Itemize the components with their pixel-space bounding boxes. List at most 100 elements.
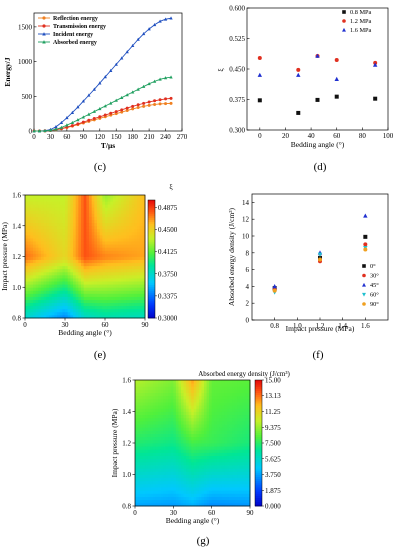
heatmap-cell (110, 311, 114, 316)
heatmap-cell (67, 268, 71, 273)
heatmap-cell (51, 195, 55, 199)
heatmap-cell (59, 278, 63, 282)
heatmap-cell (209, 502, 213, 507)
heatmap-cell (59, 228, 63, 233)
heatmap-cell (239, 496, 243, 501)
heatmap-cell (49, 234, 53, 239)
heatmap-cell (113, 241, 117, 245)
series-point-3 (32, 129, 36, 133)
heatmap-cell (81, 244, 85, 248)
heatmap-cell (118, 219, 122, 224)
heatmap-cell (219, 383, 223, 387)
heatmap-cell (209, 455, 213, 460)
heatmap-cell (142, 386, 146, 390)
heatmap-cell (150, 383, 154, 387)
heatmap-cell (196, 449, 200, 453)
heatmap-cell (43, 207, 47, 211)
heatmap-cell (139, 281, 143, 285)
heatmap-cell (234, 458, 238, 463)
heatmap-cell (134, 213, 138, 217)
heatmap-cell (134, 225, 138, 230)
heatmap-cell (43, 204, 47, 208)
heatmap-cell (81, 234, 85, 239)
heatmap-cell (214, 439, 218, 444)
series-point-2 (158, 19, 162, 23)
heatmap-cell (142, 314, 146, 319)
heatmap-cell (135, 443, 138, 447)
heatmap-cell (165, 433, 169, 438)
heatmap-cell (142, 449, 146, 453)
heatmap-cell (113, 256, 117, 260)
heatmap-cell (113, 201, 117, 205)
heatmap-cell (170, 480, 174, 485)
heatmap-cell (214, 402, 218, 406)
heatmap-cell (175, 480, 179, 485)
heatmap-cell (145, 449, 149, 453)
heatmap-cell (234, 496, 238, 501)
y-axis-label: Absorbed energy density (J/cm³) (227, 207, 236, 306)
heatmap-cell (139, 262, 143, 267)
heatmap-cell (126, 198, 130, 202)
series-point-2 (120, 56, 124, 60)
heatmap-cell (49, 311, 53, 316)
heatmap-cell (102, 247, 106, 251)
series-point-3 (147, 82, 151, 86)
heatmap-cell (206, 468, 210, 472)
heatmap-cell (244, 414, 248, 419)
heatmap-cell (196, 477, 200, 482)
heatmap-cell (142, 238, 146, 242)
heatmap-cell (181, 493, 184, 497)
heatmap-cell (118, 287, 122, 291)
heatmap-cell (137, 210, 141, 214)
colorbar-segment (255, 453, 262, 456)
heatmap-cell (62, 204, 66, 208)
heatmap-cell (30, 216, 34, 220)
heatmap-cell (105, 253, 109, 257)
heatmap-cell (170, 411, 174, 416)
series-line-1 (34, 97, 172, 132)
series-point-3 (98, 106, 102, 111)
heatmap-cell (173, 474, 177, 479)
heatmap-cell (163, 398, 167, 403)
heatmap-cell (242, 474, 246, 479)
heatmap-cell (165, 499, 169, 504)
heatmap-cell (181, 474, 184, 479)
heatmap-cell (209, 465, 213, 469)
heatmap-cell (131, 308, 135, 313)
heatmap-cell (94, 268, 98, 273)
heatmap-cell (239, 458, 243, 463)
heatmap-cell (173, 487, 177, 491)
heatmap-cell (139, 259, 143, 264)
heatmap-cell (35, 222, 39, 227)
heatmap-cell (165, 474, 169, 479)
heatmap-cell (137, 493, 141, 497)
heatmap-cell (211, 465, 215, 469)
heatmap-cell (99, 201, 103, 205)
heatmap-cell (209, 496, 213, 501)
heatmap-cell (97, 225, 101, 230)
heatmap-cell (198, 483, 202, 488)
heatmap-cell (49, 290, 53, 294)
heatmap-cell (67, 228, 71, 233)
heatmap-cell (41, 207, 45, 211)
heatmap-cell (131, 268, 135, 273)
heatmap-cell (227, 386, 230, 390)
heatmap-cell (170, 392, 174, 397)
heatmap-cell (105, 308, 109, 313)
heatmap-cell (232, 502, 236, 507)
heatmap-cell (126, 302, 130, 307)
heatmap-cell (227, 417, 230, 422)
heatmap-cell (204, 477, 207, 482)
heatmap-cell (209, 386, 213, 390)
heatmap-cell (147, 389, 151, 393)
heatmap-cell (75, 256, 79, 260)
colorbar-segment (255, 464, 262, 467)
heatmap-cell (229, 474, 233, 479)
heatmap-cell (135, 414, 138, 419)
colorbar-segment (148, 243, 155, 246)
heatmap-cell (191, 433, 195, 438)
heatmap-cell (186, 446, 190, 450)
heatmap-cell (175, 420, 179, 425)
heatmap-cell (137, 302, 141, 307)
heatmap-cell (46, 256, 50, 260)
